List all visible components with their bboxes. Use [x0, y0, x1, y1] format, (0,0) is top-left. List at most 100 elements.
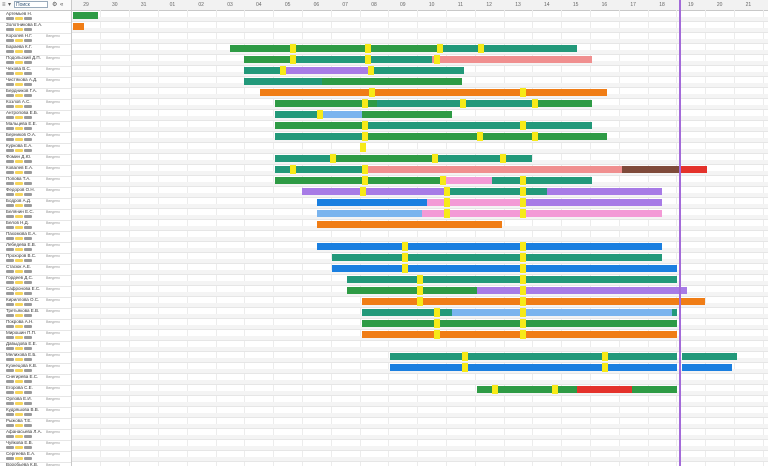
- marker-badge[interactable]: [417, 286, 423, 295]
- marker-badge[interactable]: [462, 352, 468, 361]
- marker-badge[interactable]: [290, 55, 296, 64]
- marker-badge[interactable]: [520, 264, 526, 273]
- marker-badge[interactable]: [402, 264, 408, 273]
- employee-row[interactable]: Чуйкова Е.В. Введено: [0, 440, 71, 452]
- marker-badge[interactable]: [434, 319, 440, 328]
- employee-row[interactable]: Подольский Д.П. Введено: [0, 55, 71, 67]
- employee-row[interactable]: Белянин Е.С. Введено: [0, 209, 71, 221]
- marker-badge[interactable]: [444, 209, 450, 218]
- shift-bar[interactable]: [73, 12, 98, 19]
- marker-badge[interactable]: [434, 55, 440, 64]
- marker-badge[interactable]: [492, 385, 498, 394]
- employee-row[interactable]: Егорова С.Е. Введено: [0, 385, 71, 397]
- shift-bar[interactable]: [275, 166, 362, 173]
- shift-bar[interactable]: [492, 177, 592, 184]
- shift-bar[interactable]: [332, 155, 434, 162]
- employee-row[interactable]: Бараева К.Г. Введено: [0, 44, 71, 56]
- marker-badge[interactable]: [602, 363, 608, 372]
- shift-bar[interactable]: [622, 166, 679, 173]
- employee-row[interactable]: Федоров О.Н. Введено: [0, 187, 71, 199]
- shift-bar[interactable]: [347, 287, 477, 294]
- shift-bar[interactable]: [682, 364, 732, 371]
- shift-bar[interactable]: [244, 56, 292, 63]
- marker-badge[interactable]: [432, 154, 438, 163]
- marker-badge[interactable]: [360, 187, 366, 196]
- marker-badge[interactable]: [290, 44, 296, 53]
- employee-row[interactable]: Рыжова Т.Е. Введено: [0, 418, 71, 430]
- employee-row[interactable]: Сергеева Е.А. Введено: [0, 451, 71, 463]
- shift-bar[interactable]: [362, 166, 622, 173]
- marker-badge[interactable]: [520, 308, 526, 317]
- filter-icon[interactable]: ▾: [8, 2, 12, 8]
- marker-badge[interactable]: [365, 55, 371, 64]
- shift-bar[interactable]: [534, 100, 592, 107]
- shift-bar[interactable]: [275, 100, 377, 107]
- shift-bar[interactable]: [477, 287, 687, 294]
- shift-bar[interactable]: [347, 276, 677, 283]
- marker-badge[interactable]: [500, 154, 506, 163]
- shift-bar[interactable]: [522, 199, 662, 206]
- marker-badge[interactable]: [434, 308, 440, 317]
- marker-badge[interactable]: [417, 297, 423, 306]
- employee-row[interactable]: Воробьева К.В. Введено: [0, 462, 71, 466]
- marker-badge[interactable]: [520, 253, 526, 262]
- employee-row[interactable]: Кириллова О.С. Введено: [0, 297, 71, 309]
- marker-badge[interactable]: [520, 198, 526, 207]
- employee-row[interactable]: Золотникова Е.А.: [0, 22, 71, 34]
- shift-bar[interactable]: [390, 353, 677, 360]
- marker-badge[interactable]: [602, 352, 608, 361]
- shift-bar[interactable]: [317, 199, 427, 206]
- shift-bar[interactable]: [438, 45, 577, 52]
- employee-row[interactable]: Козлов А.С. Введено: [0, 99, 71, 111]
- gantt-timeline[interactable]: 29 30 31 01 02 03 04 05 06 07 08 09 10 11 12 13 14 15 16 17…: [72, 0, 768, 466]
- marker-badge[interactable]: [520, 176, 526, 185]
- employee-row[interactable]: Прохоров В.С. Введено: [0, 253, 71, 265]
- marker-badge[interactable]: [440, 176, 446, 185]
- marker-badge[interactable]: [462, 363, 468, 372]
- employee-row[interactable]: Чехова В.С. Введено: [0, 66, 71, 78]
- shift-bar[interactable]: [362, 331, 677, 338]
- employee-row[interactable]: Артемьев Н.: [0, 11, 71, 23]
- shift-bar[interactable]: [275, 111, 319, 118]
- employee-row[interactable]: Куркова Е.А. Введено: [0, 143, 71, 155]
- shift-bar[interactable]: [377, 100, 534, 107]
- employee-row[interactable]: Фомин Д.Ю. Введено: [0, 154, 71, 166]
- shift-bar[interactable]: [542, 210, 662, 217]
- marker-badge[interactable]: [532, 132, 538, 141]
- employee-row[interactable]: Антропова Е.Б. Введено: [0, 110, 71, 122]
- shift-bar[interactable]: [427, 199, 522, 206]
- marker-badge[interactable]: [520, 319, 526, 328]
- employee-row[interactable]: Бодров А.Д. Введено: [0, 198, 71, 210]
- marker-badge[interactable]: [369, 88, 375, 97]
- shift-bar[interactable]: [282, 67, 372, 74]
- marker-badge[interactable]: [362, 176, 368, 185]
- marker-badge[interactable]: [365, 44, 371, 53]
- employee-row[interactable]: Мелихова Е.Б. Введено: [0, 352, 71, 364]
- shift-bar[interactable]: [452, 309, 672, 316]
- marker-badge[interactable]: [330, 154, 336, 163]
- employee-row[interactable]: Белов Н.Д. Введено: [0, 220, 71, 232]
- shift-bar[interactable]: [577, 386, 632, 393]
- shift-bar[interactable]: [362, 111, 452, 118]
- shift-bar[interactable]: [275, 155, 332, 162]
- shift-bar[interactable]: [260, 89, 607, 96]
- marker-badge[interactable]: [444, 187, 450, 196]
- marker-badge[interactable]: [437, 44, 443, 53]
- shift-bar[interactable]: [302, 188, 447, 195]
- shift-bar[interactable]: [372, 67, 464, 74]
- menu-icon[interactable]: ≡: [2, 2, 6, 8]
- employee-row[interactable]: Пахомова Е.А. Введено: [0, 231, 71, 243]
- employee-row[interactable]: Лебедева Е.В. Введено: [0, 242, 71, 254]
- employee-row[interactable]: Мирошин П.П. Введено: [0, 330, 71, 342]
- marker-badge[interactable]: [434, 330, 440, 339]
- shift-bar[interactable]: [362, 320, 677, 327]
- marker-badge[interactable]: [460, 99, 466, 108]
- shift-bar[interactable]: [275, 133, 362, 140]
- search-input[interactable]: Поиск: [14, 1, 48, 8]
- shift-bar[interactable]: [317, 221, 502, 228]
- shift-bar[interactable]: [442, 177, 492, 184]
- shift-bar[interactable]: [682, 353, 737, 360]
- shift-bar[interactable]: [532, 133, 607, 140]
- shift-bar[interactable]: [292, 56, 432, 63]
- shift-bar[interactable]: [230, 45, 438, 52]
